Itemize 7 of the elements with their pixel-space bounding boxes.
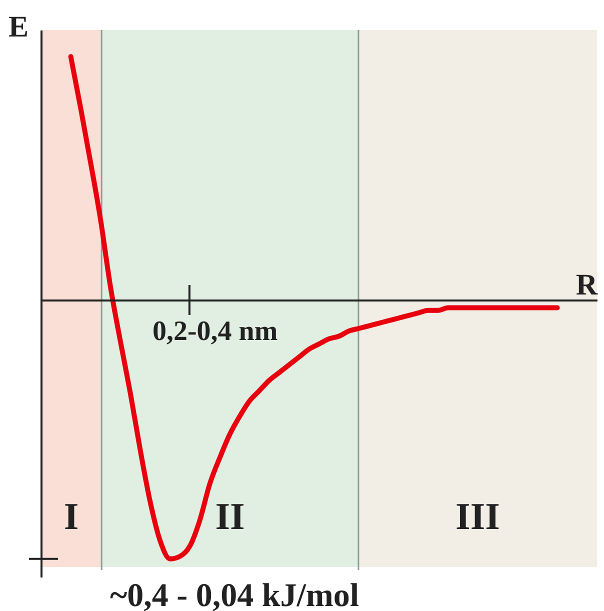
annotation: I [64, 496, 79, 538]
text: ~0,4 - 0,04 kJ/mol [110, 578, 360, 611]
y-axis-title: E [8, 10, 29, 44]
annotation: II [215, 496, 245, 538]
x-axis-title: R [576, 268, 598, 302]
annotation: 0,2-0,4 nm [152, 316, 278, 347]
annotation: III [456, 496, 500, 538]
